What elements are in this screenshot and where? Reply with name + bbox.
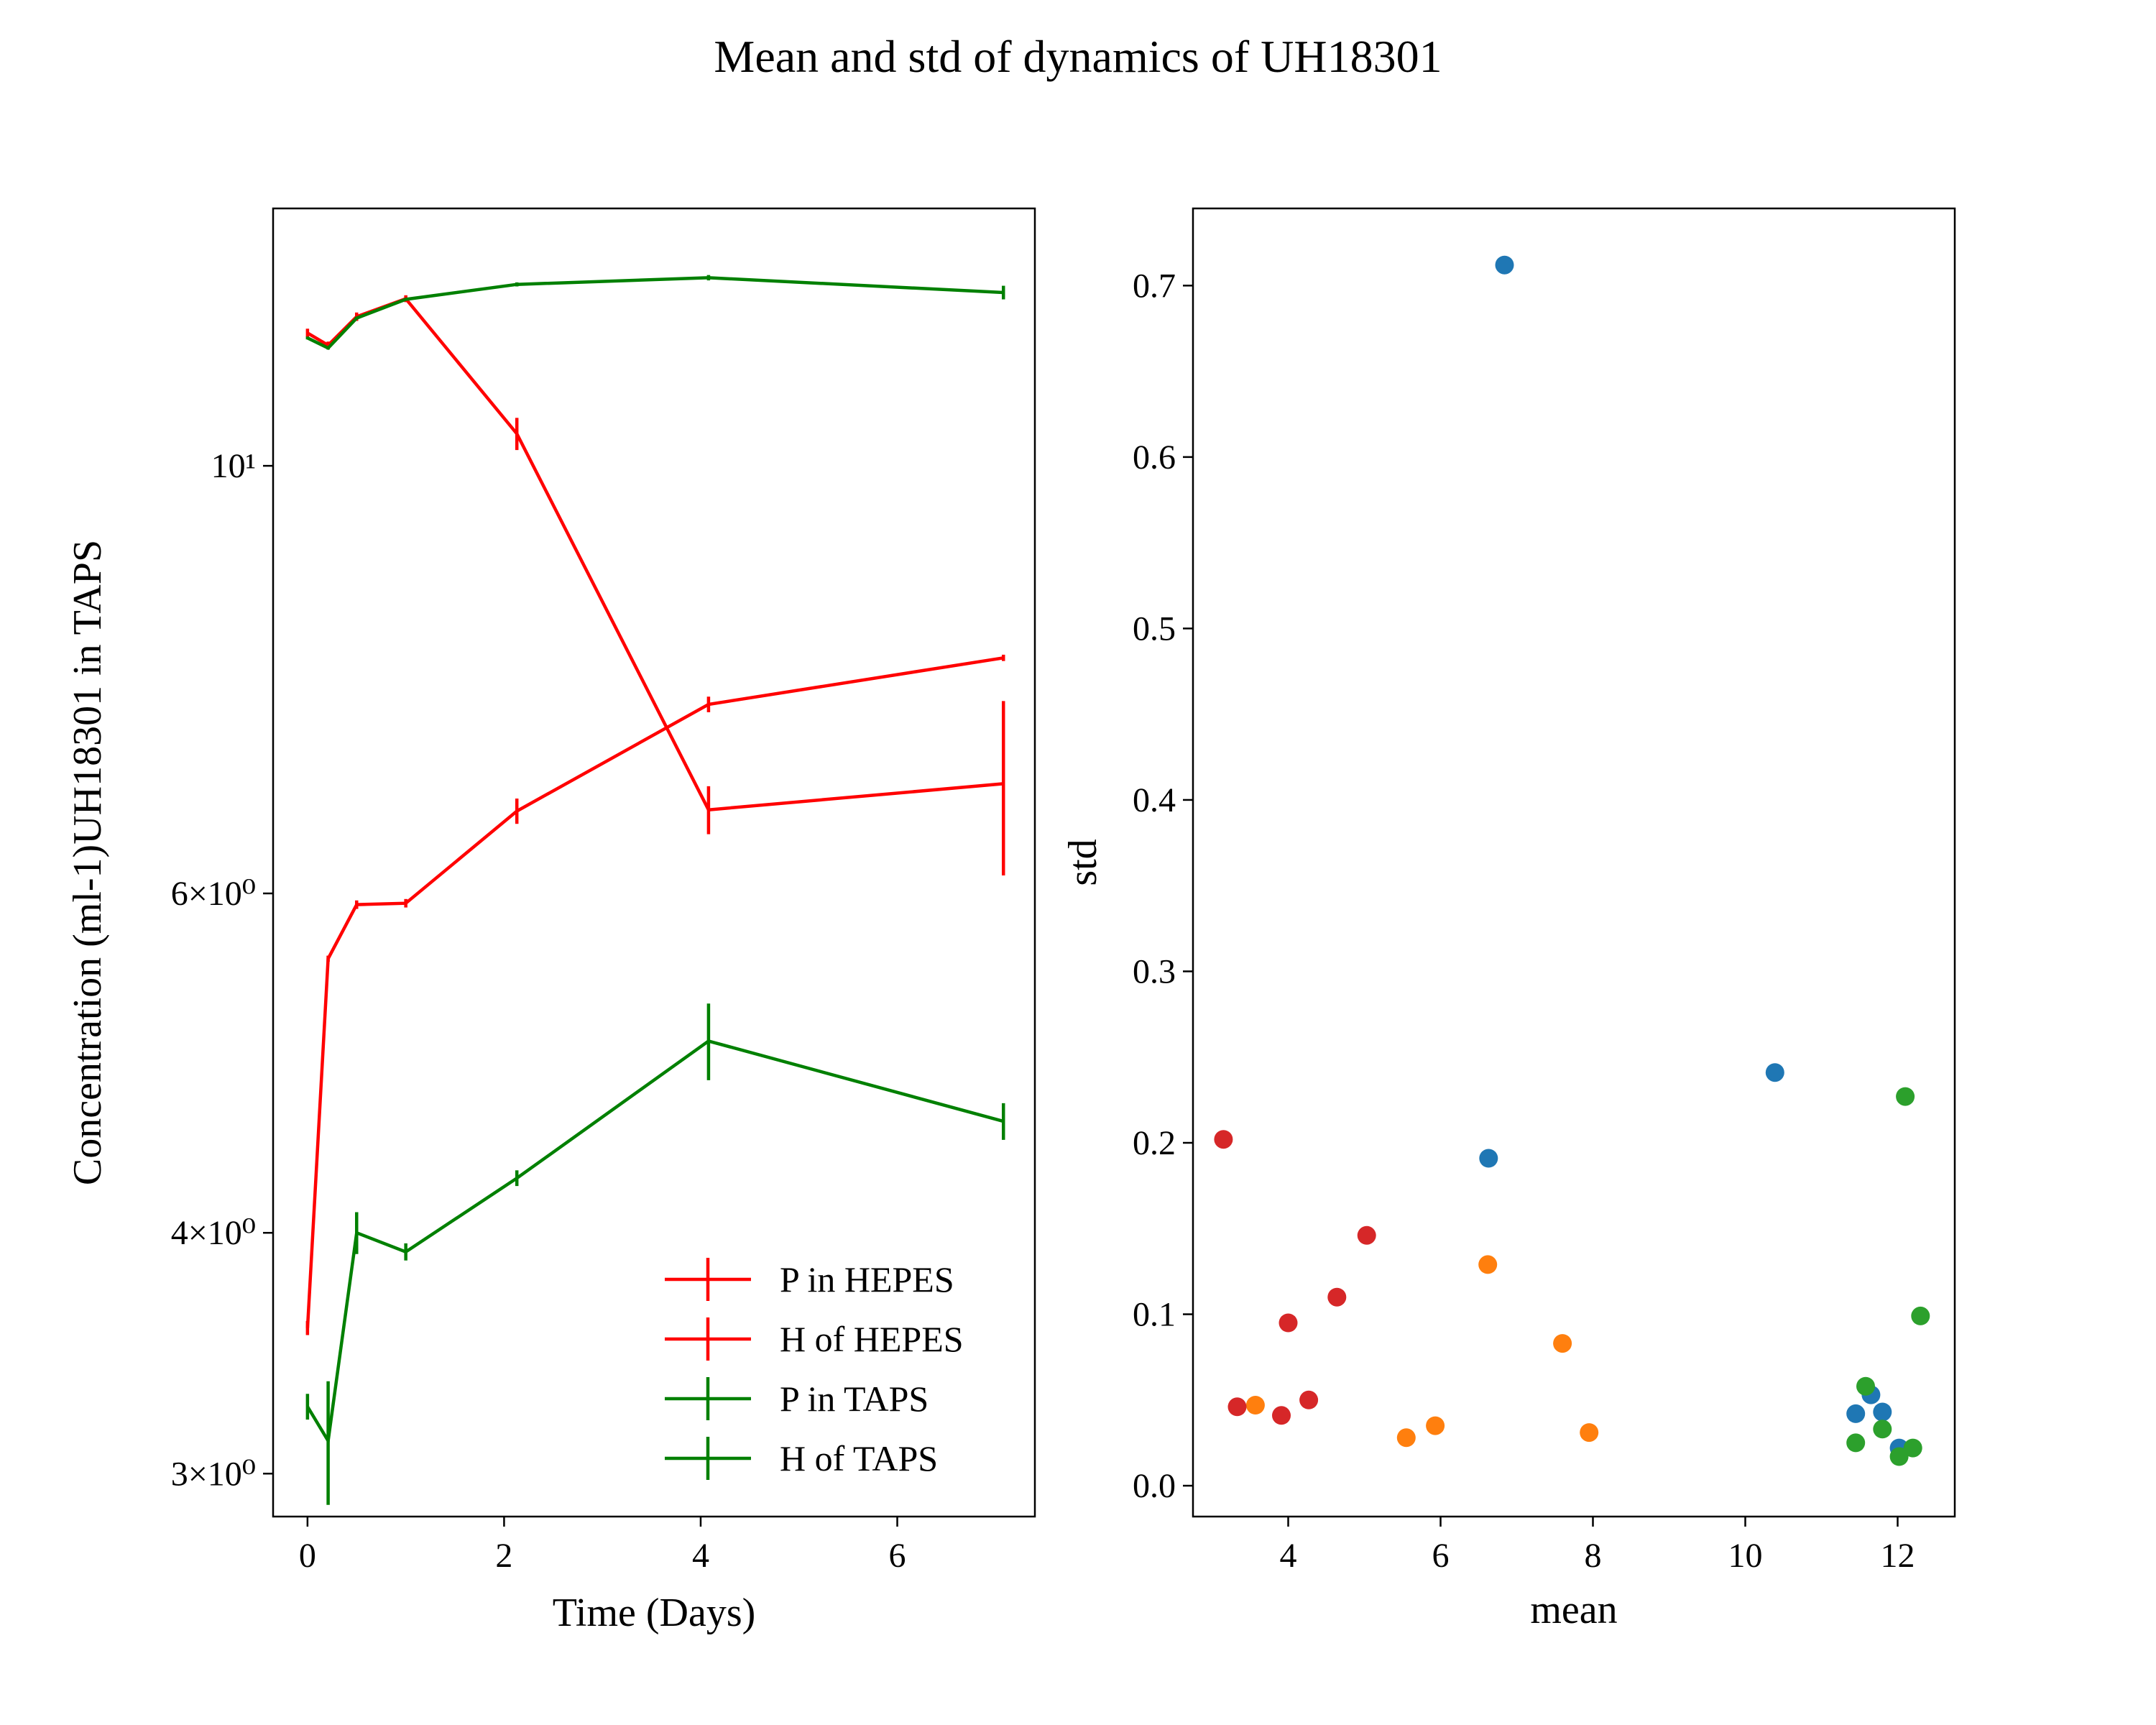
- legend-entry-2: P in TAPS: [780, 1379, 929, 1419]
- scatter-point: [1397, 1428, 1416, 1447]
- right-y-tick-label: 0.5: [1133, 610, 1176, 648]
- right-x-tick-label: 10: [1728, 1537, 1763, 1575]
- scatter-point: [1896, 1087, 1915, 1106]
- scatter-point: [1426, 1417, 1445, 1435]
- right-y-tick-label: 0.2: [1133, 1124, 1176, 1162]
- right-x-axis-label: mean: [1530, 1588, 1617, 1632]
- legend-entry-3: H of TAPS: [780, 1438, 938, 1478]
- scatter-point: [1478, 1255, 1497, 1274]
- right-chart-plot-area: 4 6 8 10 12 0.0 0.1 0.2 0.3 0.4 0.5 0.6 0.7: [1133, 208, 1955, 1575]
- left-series-line-0: [308, 658, 1003, 1328]
- scatter-point: [1479, 1149, 1498, 1168]
- scatter-point: [1327, 1288, 1346, 1307]
- scatter-point: [1358, 1226, 1376, 1245]
- right-x-tick-label: 6: [1432, 1537, 1450, 1575]
- scatter-point: [1904, 1439, 1922, 1458]
- legend-entry-0: P in HEPES: [780, 1259, 954, 1300]
- right-x-tick-label: 4: [1280, 1537, 1297, 1575]
- left-x-tick-label: 2: [495, 1537, 512, 1575]
- figure-title: Mean and std of dynamics of UH18301: [714, 31, 1442, 82]
- left-y-tick-label: 3×10⁰: [171, 1455, 256, 1493]
- left-y-tick-label: 6×10⁰: [171, 875, 256, 913]
- right-y-tick-label: 0.7: [1133, 267, 1176, 305]
- left-x-axis-label: Time (Days): [553, 1591, 756, 1635]
- scatter-point: [1873, 1420, 1892, 1438]
- right-y-tick-label: 0.4: [1133, 781, 1176, 819]
- left-y-axis-label: Concentration (ml-1)UH18301 in TAPS: [65, 540, 110, 1185]
- scatter-point: [1873, 1403, 1892, 1422]
- left-x-tick-label: 6: [889, 1537, 906, 1575]
- right-x-tick-label: 12: [1881, 1537, 1915, 1575]
- scatter-point: [1214, 1130, 1233, 1149]
- left-x-tick-label: 0: [299, 1537, 316, 1575]
- right-y-tick-label: 0.1: [1133, 1296, 1176, 1334]
- scatter-point: [1553, 1334, 1572, 1353]
- left-chart-legend: P in HEPES H of HEPES P in TAPS H of TAPS: [665, 1258, 964, 1480]
- scatter-point: [1246, 1396, 1265, 1414]
- right-y-axis-label: std: [1061, 839, 1105, 886]
- scatter-point: [1580, 1423, 1598, 1442]
- right-y-tick-label: 0.3: [1133, 952, 1176, 990]
- left-chart-plot-area: 0 2 4 6 3×10⁰ 4×10⁰ 6×10⁰ 10¹: [171, 208, 1035, 1575]
- scatter-point: [1496, 256, 1514, 275]
- scatter-point: [1846, 1404, 1865, 1423]
- scatter-point: [1299, 1391, 1318, 1409]
- right-y-tick-label: 0.6: [1133, 438, 1176, 477]
- scatter-point: [1856, 1377, 1875, 1396]
- scatter-point: [1846, 1433, 1865, 1452]
- right-y-tick-label: 0.0: [1133, 1467, 1176, 1505]
- right-plot-frame: [1193, 208, 1955, 1517]
- left-x-tick-label: 4: [692, 1537, 709, 1575]
- scatter-point: [1911, 1307, 1930, 1325]
- right-x-tick-label: 8: [1585, 1537, 1602, 1575]
- left-y-tick-label: 10¹: [211, 447, 256, 485]
- left-y-tick-label: 4×10⁰: [171, 1214, 256, 1252]
- scatter-point: [1279, 1314, 1298, 1333]
- left-series-line-3: [308, 277, 1003, 348]
- right-scatter-chart: 4 6 8 10 12 0.0 0.1 0.2 0.3 0.4 0.5 0.6 0.7 mean std: [1061, 208, 1955, 1632]
- legend-entry-1: H of HEPES: [780, 1319, 964, 1359]
- left-line-chart: 0 2 4 6 3×10⁰ 4×10⁰ 6×10⁰ 10¹ Time (Days) Conce…: [65, 208, 1035, 1635]
- scatter-point: [1272, 1406, 1291, 1425]
- scatter-point: [1228, 1397, 1247, 1416]
- scatter-point: [1766, 1063, 1784, 1082]
